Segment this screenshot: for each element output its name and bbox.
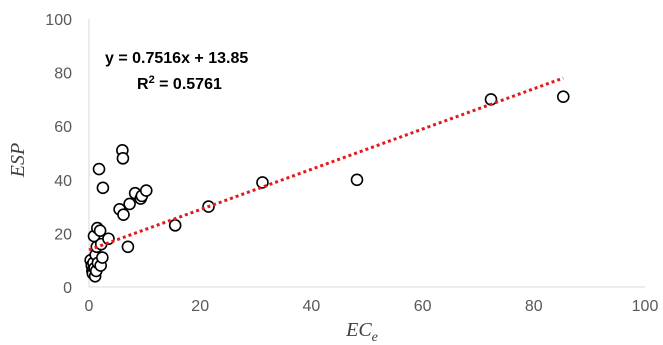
r-squared-label: R2 = 0.5761 [137, 74, 222, 93]
y-tick-label: 80 [54, 66, 72, 83]
r-squared-prefix: R [137, 76, 149, 93]
x-axis-label-subscript: e [372, 330, 378, 345]
x-tick-label: 80 [525, 298, 543, 315]
trendline-equation-annotation: y = 0.7516x + 13.85 R2 = 0.5761 [105, 50, 248, 93]
data-point [96, 251, 109, 264]
y-tick-label: 100 [45, 12, 72, 29]
x-tick-label: 60 [414, 298, 432, 315]
x-tick-label: 40 [303, 298, 321, 315]
y-tick-label: 0 [63, 280, 72, 297]
y-axis-label: ESP [7, 143, 29, 178]
data-point [92, 162, 106, 176]
y-tick-label: 40 [54, 173, 72, 190]
x-tick-label: 0 [85, 298, 94, 315]
data-point [168, 219, 182, 232]
plot-area: 0 20 40 60 80 100 0 20 40 60 80 100 [45, 12, 658, 315]
data-point [139, 184, 153, 197]
y-tick-label: 60 [54, 119, 72, 136]
x-axis-label-main: EC [345, 319, 372, 341]
data-point [350, 173, 364, 187]
data-point [117, 208, 130, 221]
x-axis-label: ECe [345, 319, 378, 345]
equation-label: y = 0.7516x + 13.85 [105, 50, 248, 67]
data-point [93, 224, 107, 238]
r-squared-value: = 0.5761 [155, 76, 222, 93]
r-squared-superscript: 2 [149, 74, 155, 86]
data-point [121, 240, 135, 254]
data-point [116, 152, 130, 165]
x-tick-label: 100 [632, 298, 659, 315]
data-point [123, 197, 136, 211]
y-tick-label: 20 [54, 226, 72, 243]
x-tick-label: 20 [191, 298, 209, 315]
data-point [96, 181, 110, 195]
trendline [88, 76, 564, 252]
data-point [556, 90, 570, 104]
